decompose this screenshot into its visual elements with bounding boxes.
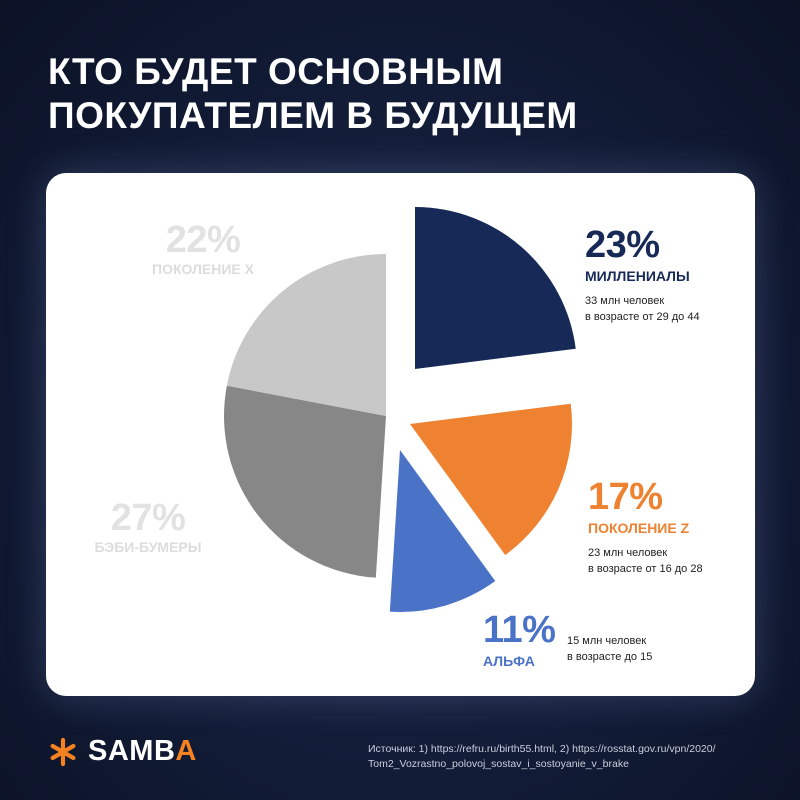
logo-text-accent: A <box>175 735 197 767</box>
generation-z-desc: 23 млн человек в возрасте от 16 до 28 <box>588 545 703 577</box>
source-line-2: Tom2_Vozrastno_polovoj_sostav_i_sostoyan… <box>368 758 629 770</box>
title-line-1: КТО БУДЕТ ОСНОВНЫМ <box>48 51 504 92</box>
millennials-percent: 23% <box>585 224 660 266</box>
millennials-desc: 33 млн человек в возрасте от 29 до 44 <box>585 293 700 325</box>
alpha-desc: 15 млн человек в возрасте до 15 <box>567 633 652 665</box>
chart-card: 23% МИЛЛЕНИАЛЫ 33 млн человек в возрасте… <box>46 173 755 696</box>
title-line-2: ПОКУПАТЕЛЕМ В БУДУЩЕМ <box>48 95 578 136</box>
pie-chart <box>224 207 576 612</box>
pie-slice-baby-boomers <box>224 385 386 578</box>
generation-z-desc-line-2: в возрасте от 16 до 28 <box>588 563 703 575</box>
asterisk-logo-icon <box>50 737 76 766</box>
generation-z-percent: 17% <box>588 476 663 518</box>
millennials-desc-line-1: 33 млн человек <box>585 295 665 307</box>
alpha-percent: 11% <box>483 609 556 651</box>
source-note: Источник: 1) https://refru.ru/birth55.ht… <box>368 742 768 772</box>
label-baby-boomers: 27% БЭБИ-БУМЕРЫ <box>76 498 220 556</box>
logo-wordmark: SAMBA <box>88 735 197 768</box>
label-generation-z: 17% ПОКОЛЕНИЕ Z 23 млн человек в возраст… <box>588 477 703 577</box>
pie-slice-generation-z <box>410 403 572 556</box>
generation-x-percent: 22% <box>165 219 241 261</box>
pie-slice-generation-x <box>226 254 386 416</box>
generation-x-name: ПОКОЛЕНИЕ X <box>152 261 254 277</box>
label-alpha: 11% АЛЬФА <box>483 609 556 670</box>
page-title: КТО БУДЕТ ОСНОВНЫМ ПОКУПАТЕЛЕМ В БУДУЩЕМ <box>48 50 578 138</box>
millennials-desc-line-2: в возрасте от 29 до 44 <box>585 311 700 323</box>
pie-slice-alpha <box>389 450 496 612</box>
logo-text-main: SAMB <box>88 735 176 767</box>
alpha-name: АЛЬФА <box>483 653 535 669</box>
alpha-desc-line-2: в возрасте до 15 <box>567 651 653 663</box>
pie-slice-millennials <box>415 207 576 369</box>
baby-boomers-percent: 27% <box>110 497 186 539</box>
source-line-1: Источник: 1) https://refru.ru/birth55.ht… <box>368 743 716 755</box>
label-generation-x: 22% ПОКОЛЕНИЕ X <box>140 220 266 278</box>
generation-z-name: ПОКОЛЕНИЕ Z <box>588 520 690 536</box>
label-millennials: 23% МИЛЛЕНИАЛЫ 33 млн человек в возрасте… <box>585 225 700 325</box>
baby-boomers-name: БЭБИ-БУМЕРЫ <box>94 539 202 555</box>
generation-z-desc-line-1: 23 млн человек <box>588 547 668 559</box>
alpha-desc-line-1: 15 млн человек <box>567 635 647 647</box>
brand-logo: SAMBA <box>48 735 197 768</box>
millennials-name: МИЛЛЕНИАЛЫ <box>585 268 690 284</box>
